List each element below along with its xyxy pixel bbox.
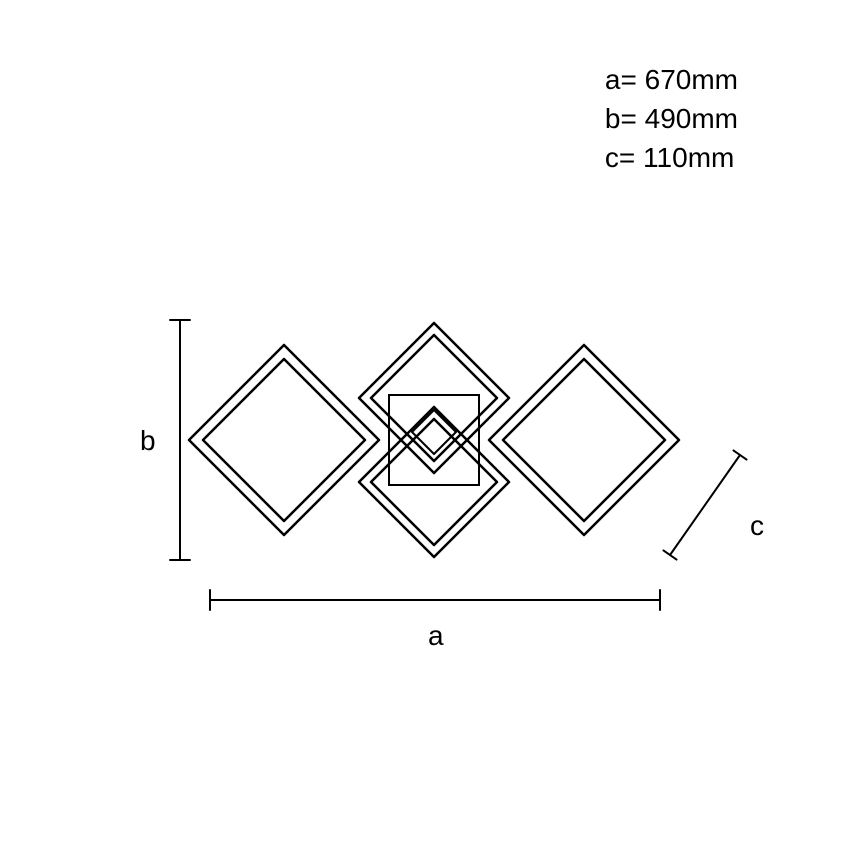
label-b: b [140,425,156,457]
technical-drawing [0,0,868,868]
label-c: c [750,510,764,542]
label-a: a [428,620,444,652]
